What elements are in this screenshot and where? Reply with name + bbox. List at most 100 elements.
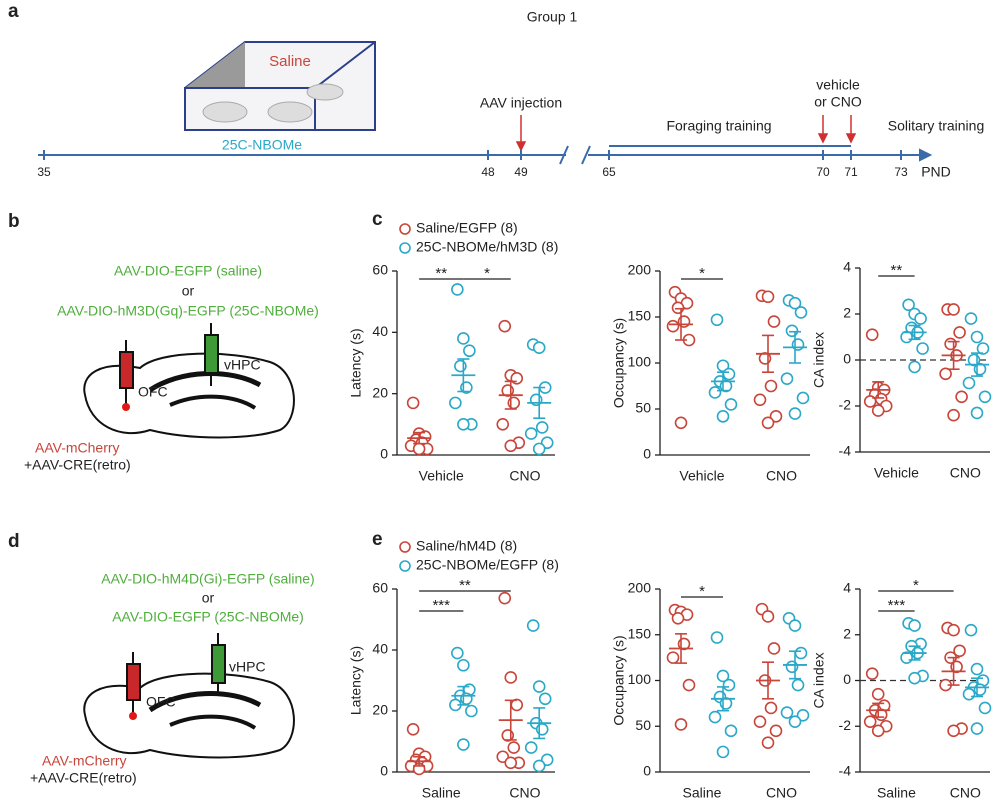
data-point (794, 646, 808, 660)
data-point (498, 591, 512, 605)
data-point (716, 410, 730, 423)
region-label: OFC (146, 694, 176, 710)
y-axis-label: Latency (s) (348, 646, 364, 715)
drug-label: vehicle (816, 77, 860, 93)
data-point (916, 342, 929, 355)
legend-label: 25C-NBOMe/hM3D (8) (416, 239, 558, 255)
data-point (871, 404, 885, 417)
data-point (871, 687, 885, 701)
data-point (914, 312, 927, 325)
virus-label: AAV-DIO-hM3D(Gq)-EGFP (25C-NBOMe) (57, 303, 319, 319)
data-point (507, 396, 521, 410)
data-point (724, 724, 738, 738)
data-point (863, 715, 877, 728)
data-point (753, 393, 767, 407)
y-tick-label: 0 (643, 446, 651, 462)
legend-marker (399, 560, 411, 572)
data-point (791, 678, 805, 692)
injection-label: AAV injection (480, 95, 562, 111)
data-point (908, 360, 921, 374)
data-point (504, 756, 518, 770)
data-point (970, 662, 984, 676)
y-axis-label: Latency (s) (348, 328, 364, 397)
data-point (780, 706, 794, 719)
legend-label: Saline/EGFP (8) (416, 220, 518, 236)
x-tick-label: CNO (950, 465, 981, 481)
data-point (761, 416, 775, 430)
data-point (708, 710, 722, 724)
data-point (767, 315, 781, 328)
data-point (753, 715, 767, 728)
data-point (978, 701, 992, 715)
data-point (970, 330, 984, 344)
data-point (902, 298, 915, 312)
panel-label: b (8, 211, 20, 232)
data-point (769, 410, 783, 423)
data-point (865, 667, 879, 680)
unit-label: PND (921, 164, 951, 180)
panel-label: c (372, 209, 383, 230)
y-tick-label: 150 (628, 308, 652, 324)
y-tick-label: -4 (839, 443, 852, 459)
data-point (767, 642, 781, 655)
data-point (454, 359, 467, 373)
brain-d (83, 633, 295, 759)
timeline-title: Group 1 (527, 9, 578, 25)
y-tick-label: 20 (372, 702, 388, 718)
data-point (524, 427, 538, 440)
y-tick-label: 40 (372, 641, 388, 657)
timeline-tick-label: 73 (894, 165, 908, 179)
significance-label: * (484, 265, 490, 282)
data-point (780, 372, 794, 385)
data-point (708, 386, 722, 399)
legend-label: Saline/hM4D (8) (416, 538, 517, 554)
data-point (908, 619, 921, 632)
retro-label: AAV-mCherry (35, 440, 120, 456)
significance-label: * (699, 583, 705, 600)
data-point (722, 678, 736, 692)
data-point (671, 611, 685, 625)
y-tick-label: -2 (839, 717, 852, 733)
timeline-tick-label: 71 (844, 165, 858, 179)
data-point (457, 418, 470, 431)
data-point (769, 724, 783, 738)
data-point (964, 312, 978, 325)
solitary-label: Solitary training (888, 118, 985, 134)
virus-label: AAV-DIO-hM4D(Gi)-EGFP (saline) (101, 571, 314, 587)
significance-label: * (913, 577, 919, 594)
legend-marker (399, 242, 411, 254)
arrows (515, 115, 857, 152)
data-point (908, 671, 921, 685)
data-point (970, 406, 984, 420)
data-point (532, 680, 546, 693)
y-tick-label: 200 (628, 262, 652, 278)
data-point (526, 619, 540, 632)
y-tick-label: 200 (628, 580, 652, 596)
panel-label: a (8, 1, 19, 22)
retro-label: +AAV-CRE(retro) (24, 457, 131, 473)
data-point (496, 418, 510, 431)
x-tick-label: CNO (950, 785, 981, 801)
data-point (761, 610, 775, 623)
legend-marker (399, 223, 411, 235)
box-label: Saline (269, 53, 311, 70)
y-tick-label: 4 (843, 259, 851, 275)
foraging-label: Foraging training (666, 118, 771, 134)
data-point (796, 708, 810, 722)
data-point (953, 326, 966, 339)
data-point (724, 398, 738, 411)
y-axis-label: CA index (811, 332, 827, 388)
x-tick-label: CNO (509, 785, 540, 801)
data-point (955, 390, 968, 404)
data-point (871, 724, 885, 738)
timeline-tick-label: 35 (37, 165, 51, 179)
x-tick-label: Vehicle (679, 468, 724, 484)
timeline-axis (38, 145, 933, 165)
significance-label: * (699, 265, 705, 282)
data-point (666, 319, 680, 333)
data-point (710, 631, 724, 644)
data-point (953, 644, 966, 658)
data-point (524, 741, 538, 754)
data-point (451, 283, 464, 296)
